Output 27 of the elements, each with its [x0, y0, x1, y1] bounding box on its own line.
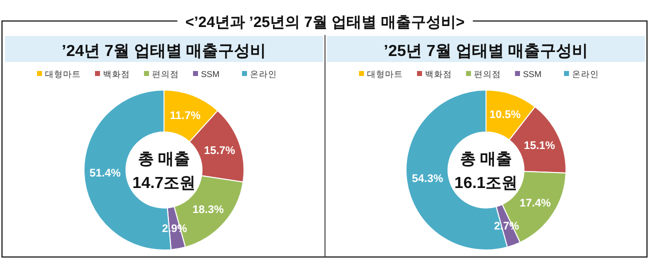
- text: 16.1조원: [454, 175, 518, 192]
- data-label: 15.7%: [204, 145, 236, 158]
- data-label: 11.7%: [170, 110, 201, 122]
- legend-label: 백화점: [425, 69, 452, 79]
- legend-label: 대형마트: [45, 69, 81, 79]
- data-label: 15.1%: [524, 140, 556, 152]
- data-label: 17.4%: [520, 198, 552, 210]
- legend-label: SSM: [523, 69, 542, 79]
- data-label: 51.4%: [89, 168, 121, 180]
- text: <’24년과 ’25년의 7월 업태별 매출구성비>: [185, 14, 465, 31]
- data-label: 10.5%: [490, 109, 521, 122]
- legend-label: 편의점: [474, 69, 501, 79]
- legend-label: SSM: [201, 69, 220, 79]
- data-label: 2.9%: [162, 223, 188, 236]
- text: 14.7조원: [132, 175, 196, 192]
- text: 총 매출: [138, 151, 190, 168]
- legend-label: 편의점: [152, 69, 179, 79]
- legend-label: 온라인: [250, 69, 277, 79]
- text: 총 매출: [460, 151, 512, 168]
- data-label: 18.3%: [192, 204, 224, 216]
- legend-label: 백화점: [103, 69, 130, 79]
- legend-label: 대형마트: [367, 69, 403, 79]
- data-label: 2.7%: [494, 220, 520, 232]
- chart-title: ’25년 7월 업태별 매출구성비: [384, 43, 588, 60]
- legend-label: 온라인: [572, 69, 599, 79]
- data-label: 54.3%: [412, 172, 444, 185]
- chart-title: ’24년 7월 업태별 매출구성비: [62, 43, 266, 60]
